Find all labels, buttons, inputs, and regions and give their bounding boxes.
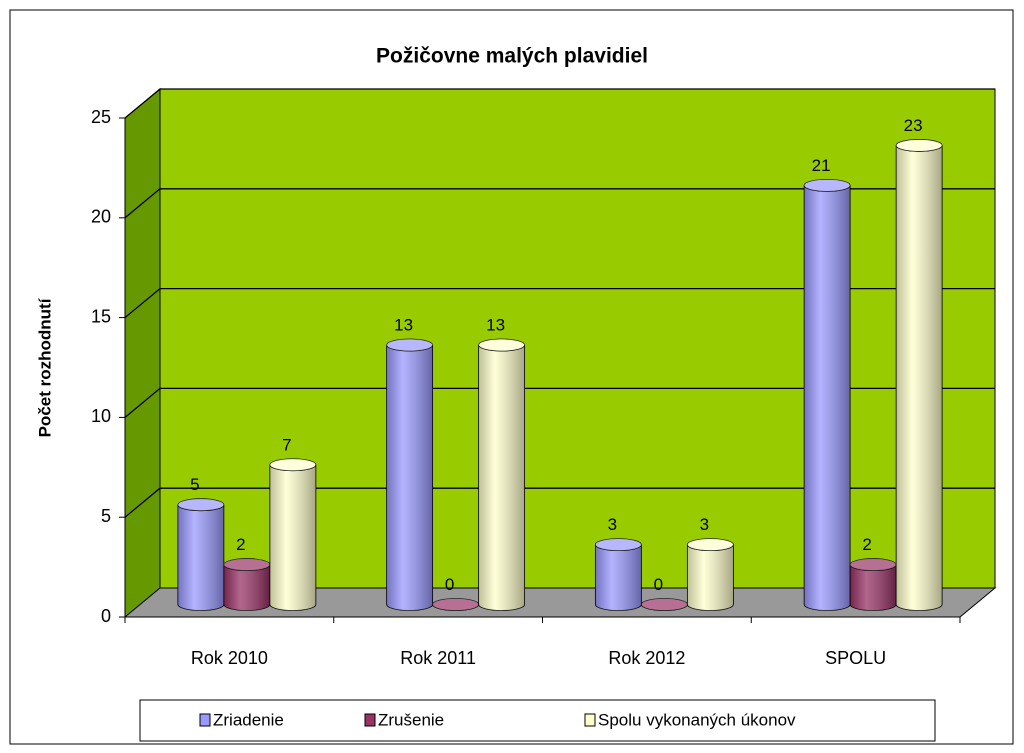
cylinder-top [478,338,526,352]
cylinder-top [269,458,317,472]
legend-swatch [199,713,211,727]
y-tick-label: 20 [91,207,111,227]
legend-swatch [584,713,596,727]
y-tick-label: 10 [91,406,111,426]
y-tick-label: 25 [91,107,111,127]
cylinder-shade [687,544,734,611]
cylinder-top-light [850,558,897,571]
data-label: 21 [812,156,831,175]
cylinder-top [386,338,434,352]
grid-line [124,287,995,319]
cylinder-shade [223,564,270,611]
cylinder-top-light [896,139,943,152]
y-tick-label: 0 [101,606,111,626]
cylinder-shade [177,504,224,611]
cylinder-shade [386,345,433,611]
cylinder-shade [595,544,642,611]
cylinder-shade [804,185,851,611]
cylinder-top-light [386,339,433,352]
cylinder-top-light [269,458,316,471]
cylinder-shade [478,345,525,611]
legend-swatch [364,713,376,727]
cylinder-top [177,498,225,512]
data-label: 5 [190,475,199,494]
cylinder-shade [850,564,897,611]
cylinder-top-light [177,498,224,511]
cylinder-top [895,139,943,152]
side-wall [124,87,161,619]
cylinder-top-light [804,179,851,192]
cylinder-top-light [223,558,270,571]
chart-title: Požičovne malých plavidiel [376,45,648,68]
cylinder-top-light [641,598,688,611]
data-label: 3 [700,515,709,534]
data-label: 2 [236,535,245,554]
cylinder-shade [896,145,943,611]
x-tick-label: Rok 2012 [608,648,685,668]
data-label: 13 [394,316,413,335]
cylinder-top [803,178,851,192]
data-label: 2 [862,535,871,554]
y-tick-label: 5 [101,506,111,526]
data-label: 0 [445,575,454,594]
data-label: 0 [654,575,663,594]
x-tick-label: SPOLU [825,648,886,668]
cylinder-top-light [478,339,525,352]
x-tick-label: Rok 2011 [400,648,476,668]
grid-line [124,487,995,518]
cylinder-shade [269,464,316,611]
legend-label: Zrušenie [378,710,444,729]
data-label: 3 [608,515,617,534]
cylinder-top [686,538,734,552]
x-tick-label: Rok 2010 [191,648,268,668]
cylinder-top-light [432,598,479,611]
legend-label: Spolu vykonaných úkonov [598,710,796,729]
grid-line [124,188,995,219]
y-tick-label: 15 [91,306,111,326]
grid-line [124,387,995,418]
data-label: 23 [904,116,923,135]
grid-line [124,88,995,119]
data-label: 13 [486,316,505,335]
y-axis-label: Počet rozhodnutí [35,297,54,437]
cylinder-top-light [595,538,642,551]
legend-label: Zriadenie [213,710,284,729]
cylinder-top [594,538,642,552]
data-label: 7 [282,435,291,454]
legend-box [139,699,936,742]
cylinder-top-light [687,538,734,551]
